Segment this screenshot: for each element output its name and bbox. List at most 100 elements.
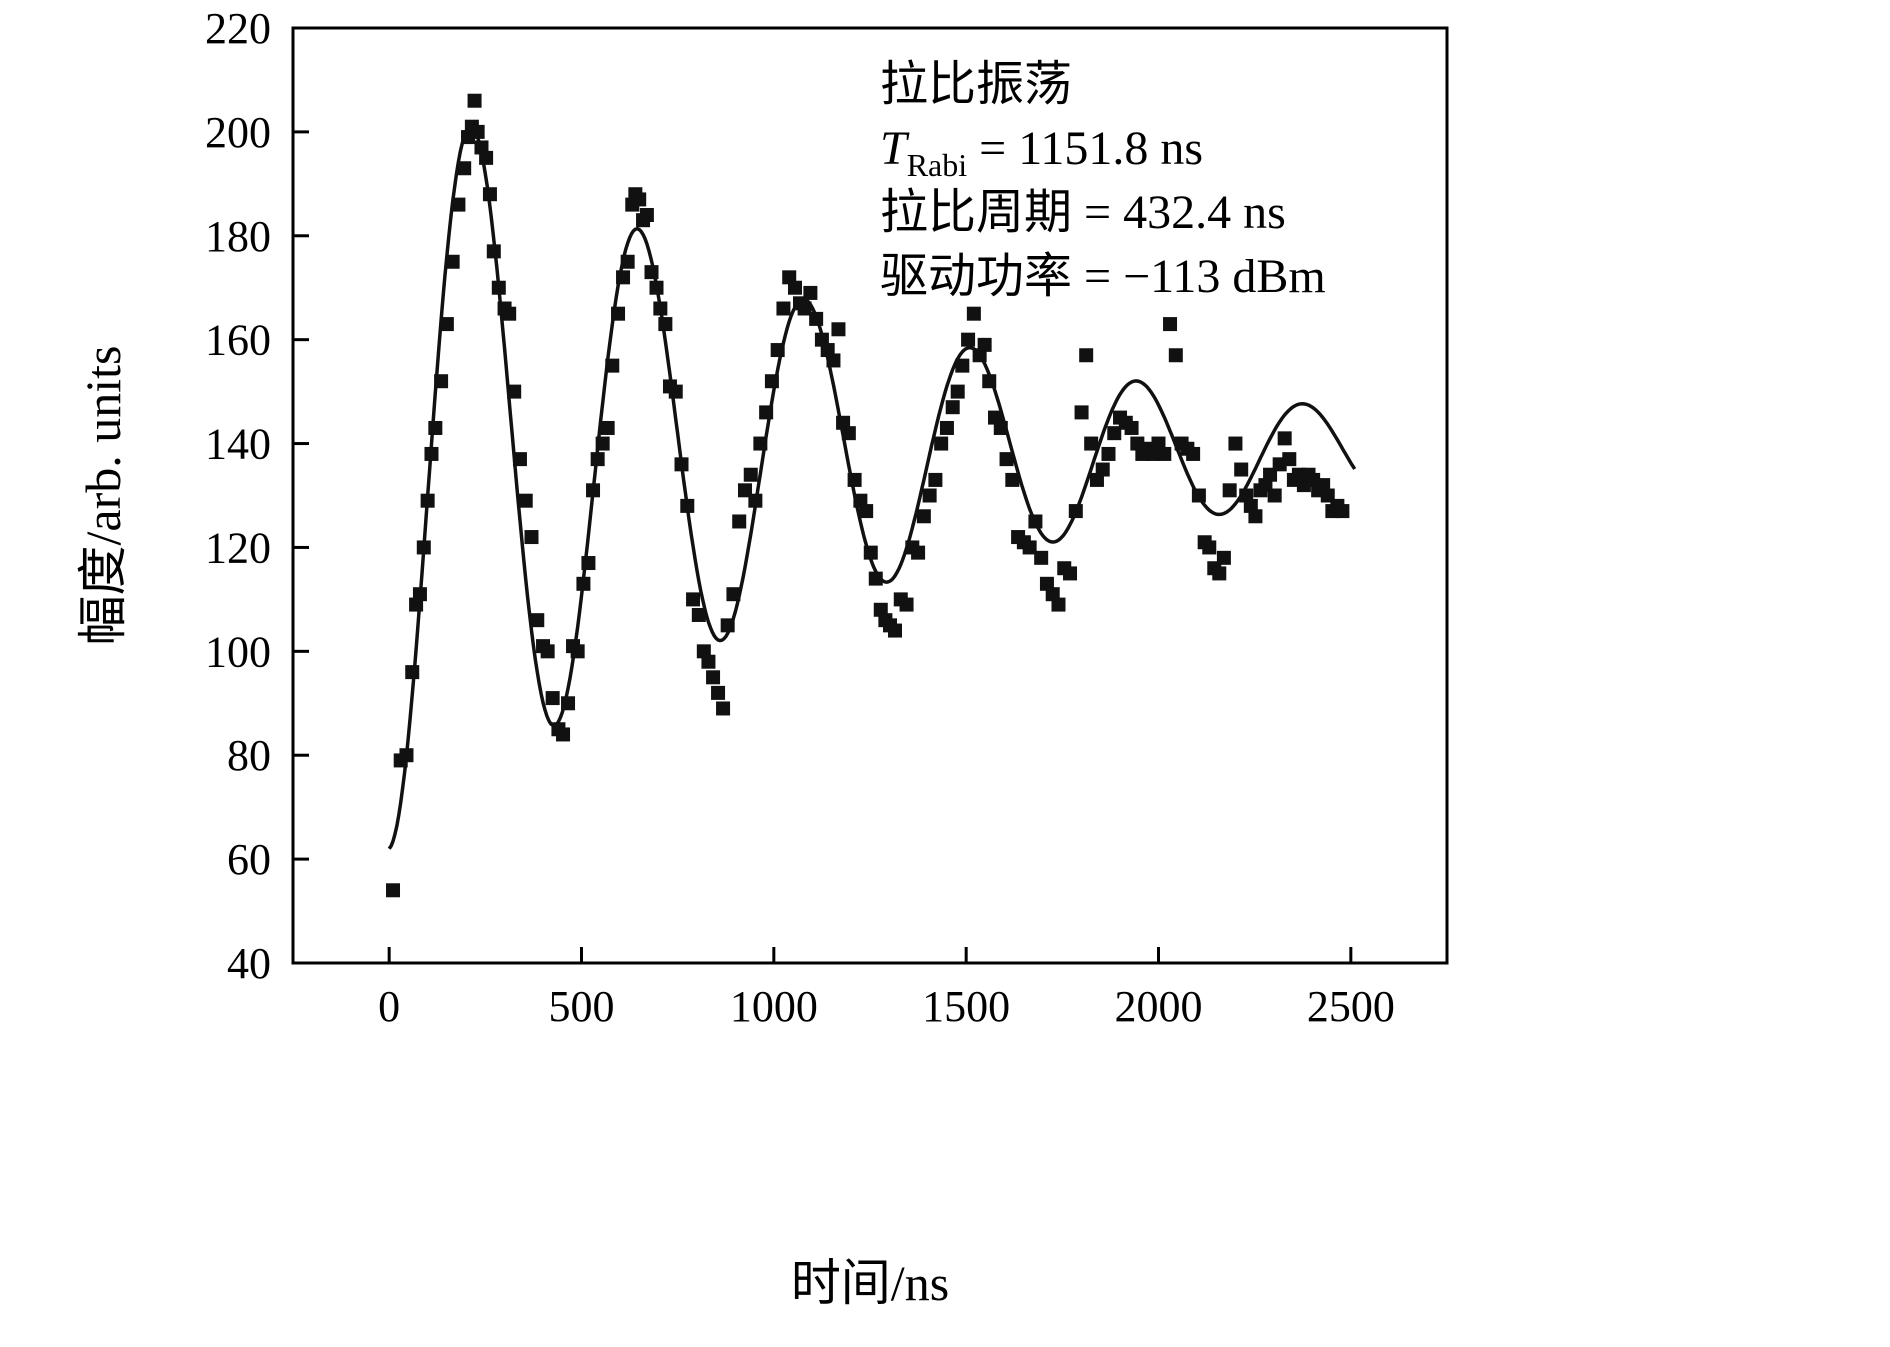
scatter-point	[966, 306, 981, 321]
annotation-line-4: 驱动功率 = −113 dBm	[880, 250, 1326, 303]
scatter-point	[386, 883, 401, 898]
scatter-point	[753, 436, 768, 451]
scatter-point	[939, 420, 954, 435]
x-tick-label: 2000	[1115, 982, 1203, 1031]
scatter-point	[1034, 550, 1049, 565]
x-tick-label: 1000	[730, 982, 818, 1031]
scatter-point	[470, 124, 485, 139]
scatter-point	[863, 545, 878, 560]
x-axis-title: 时间/ns	[791, 1255, 949, 1311]
scatter-point	[1216, 550, 1231, 565]
scatter-point	[600, 420, 615, 435]
scatter-point	[1282, 452, 1297, 467]
scatter-point	[831, 322, 846, 337]
fit-curve	[387, 124, 1357, 850]
scatter-point	[540, 644, 555, 659]
scatter-point	[977, 337, 992, 352]
y-axis-title: 幅度/arb. units	[75, 346, 131, 646]
x-tick-label: 1500	[922, 982, 1010, 1031]
scatter-point	[1335, 504, 1350, 519]
scatter-point	[434, 374, 449, 389]
x-tick-label: 500	[549, 982, 615, 1031]
scatter-point	[999, 452, 1014, 467]
scatter-point	[1095, 462, 1110, 477]
scatter-point	[868, 571, 883, 586]
scatter-point	[922, 488, 937, 503]
scatter-point	[691, 607, 706, 622]
scatter-point	[934, 436, 949, 451]
scatter-point	[412, 587, 427, 602]
scatter-point	[1074, 405, 1089, 420]
scatter-point	[826, 353, 841, 368]
scatter-point	[620, 254, 635, 269]
scatter-point	[556, 727, 571, 742]
scatter-point	[639, 208, 654, 222]
scatter-point	[1124, 420, 1139, 435]
scatter-point	[424, 446, 439, 461]
y-tick-label: 160	[205, 316, 271, 365]
annotation-line-3: 拉比周期 = 432.4 ns	[880, 186, 1286, 239]
scatter-point	[605, 358, 620, 373]
scatter-point	[859, 504, 874, 519]
scatter-point	[502, 306, 517, 321]
scatter-point	[847, 472, 862, 487]
scatter-point	[680, 498, 695, 513]
y-tick-label: 200	[205, 108, 271, 157]
scatter-point	[416, 540, 431, 555]
scatter-point	[711, 685, 726, 700]
scatter-point	[467, 93, 482, 108]
scatter-point	[616, 270, 631, 285]
scatter-point	[899, 597, 914, 612]
scatter-point	[482, 187, 497, 202]
x-tick-label: 2500	[1307, 982, 1395, 1031]
scatter-point	[1157, 446, 1172, 461]
annotation-line-2: TRabi = 1151.8 ns	[880, 122, 1203, 183]
scatter-point	[1248, 509, 1263, 524]
scatter-point	[1107, 426, 1122, 441]
y-tick-label: 40	[227, 939, 271, 988]
scatter-point	[1168, 348, 1183, 363]
scatter-point	[732, 514, 747, 529]
scatter-point	[491, 280, 506, 295]
scatter-point	[1277, 431, 1292, 446]
scatter-point	[457, 161, 472, 176]
scatter-point	[950, 384, 965, 399]
y-tick-label: 180	[205, 212, 271, 261]
y-tick-label: 60	[227, 835, 271, 884]
scatter-point	[1234, 462, 1249, 477]
scatter-point	[888, 623, 903, 638]
scatter-point	[748, 493, 763, 508]
scatter-point	[1101, 446, 1116, 461]
plot-frame	[291, 26, 1449, 965]
scatter-point	[809, 311, 824, 326]
scatter-point	[928, 472, 943, 487]
scatter-point	[945, 400, 960, 415]
scatter-point	[576, 576, 591, 591]
scatter-point	[1228, 436, 1243, 451]
scatter-point	[701, 654, 716, 669]
scatter-point	[632, 192, 647, 207]
scatter-point	[507, 384, 522, 399]
scatter-point	[1191, 488, 1206, 503]
x-tick-label: 0	[378, 982, 400, 1031]
annotation-line-1: 拉比振荡	[880, 58, 1072, 111]
scatter-point	[586, 483, 601, 498]
scatter-point	[530, 613, 545, 628]
scatter-point	[1202, 540, 1217, 555]
scatter-point	[399, 748, 414, 763]
scatter-point	[787, 280, 802, 295]
y-tick-label: 100	[205, 627, 271, 676]
scatter-point	[595, 436, 610, 451]
scatter-point	[1267, 488, 1282, 503]
scatter-point	[797, 301, 812, 316]
scatter-point	[841, 426, 856, 441]
scatter-point	[1022, 540, 1037, 555]
scatter-point	[743, 467, 758, 482]
scatter-point	[1068, 504, 1083, 519]
scatter-point	[674, 457, 689, 472]
scatter-point	[644, 265, 659, 280]
scatter-point	[1079, 348, 1094, 363]
scatter-point	[658, 317, 673, 332]
scatter-point	[716, 701, 731, 716]
